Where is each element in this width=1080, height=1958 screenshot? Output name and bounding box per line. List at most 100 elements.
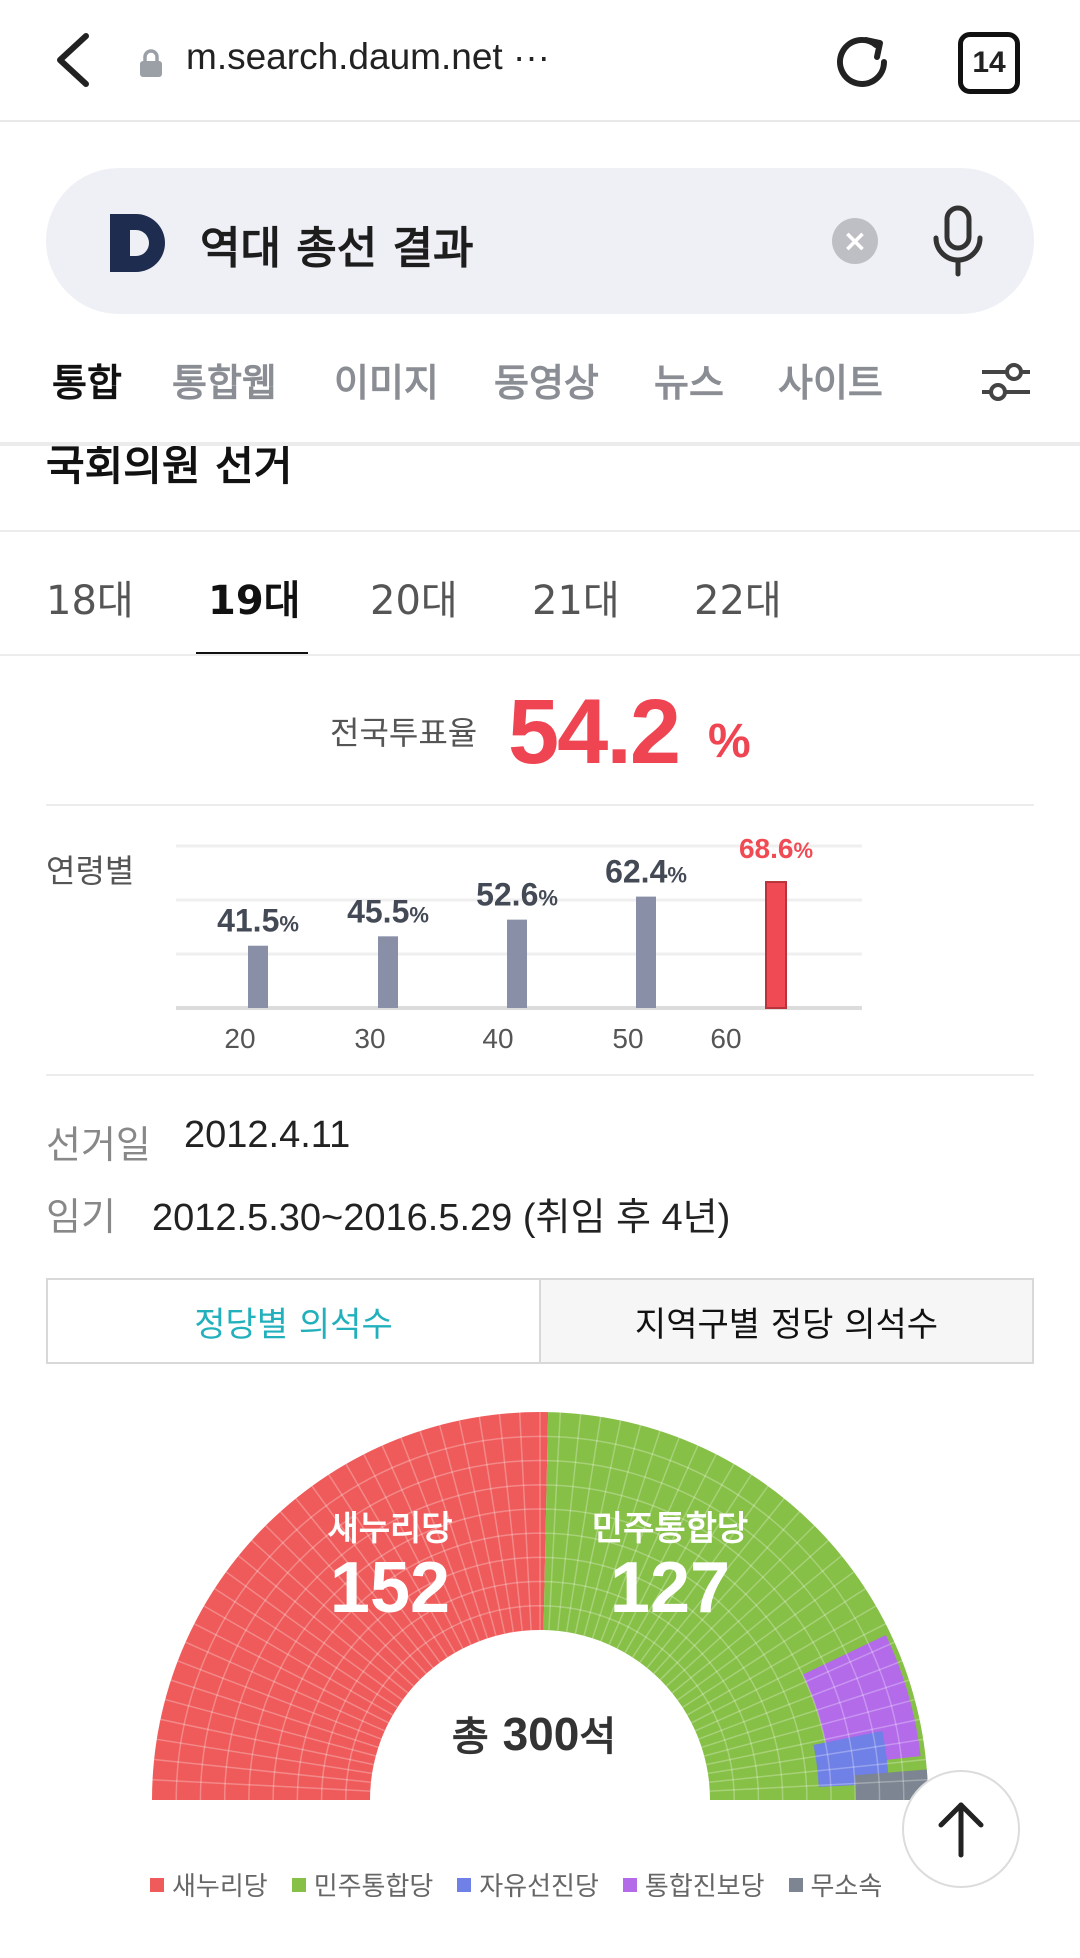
search-box[interactable]: 역대 총선 결과 ×: [46, 168, 1034, 314]
tab-sites[interactable]: 사이트: [778, 361, 883, 405]
seat-grid-spoke: [591, 1430, 661, 1639]
seat-grid-spoke: [203, 1605, 394, 1716]
term-value: 2012.5.30~2016.5.29 (취임 후 4년): [152, 1197, 731, 1239]
age-bar-value-60: 68.6%: [739, 833, 813, 864]
age-bar-50: [636, 896, 656, 1008]
lock-icon: [140, 49, 162, 77]
mic-icon[interactable]: [928, 204, 988, 280]
seat-grid-spoke: [665, 1539, 829, 1687]
total-value: 300: [503, 1708, 580, 1760]
age-bar-20: [248, 945, 268, 1008]
seat-grid-spoke: [557, 1414, 582, 1632]
active-tab-indicator: [196, 652, 308, 655]
seat-grid-spoke: [631, 1474, 752, 1658]
seat-grid-spoke: [583, 1425, 642, 1636]
seat-block-4: [854, 1769, 928, 1800]
category-tabs: 통합 통합웹 이미지 동영상 뉴스 사이트: [0, 340, 1080, 444]
seat-grid-spoke: [701, 1679, 910, 1749]
tab-videos[interactable]: 동영상: [494, 361, 599, 405]
seat-grid-spoke: [154, 1758, 372, 1783]
search-query[interactable]: 역대 총선 결과: [200, 223, 474, 274]
legend-swatch: [788, 1877, 803, 1892]
party-seats-saenuri: 152: [330, 1548, 450, 1628]
tab-integrated[interactable]: 통합: [52, 361, 122, 405]
party-label-democratic: 민주통합당: [592, 1509, 748, 1549]
election-date-value: 2012.4.11: [184, 1114, 351, 1156]
seat-grid-spoke: [498, 1414, 523, 1632]
legend-item: 자유선진당: [457, 1866, 599, 1903]
seat-grid-spoke: [709, 1778, 928, 1792]
seat-grid-spoke: [165, 1698, 376, 1757]
seat-grid-spoke: [686, 1605, 877, 1716]
daum-logo-icon: [110, 214, 165, 272]
scroll-to-top-button[interactable]: [902, 1770, 1020, 1888]
seat-grid-spoke: [694, 1641, 895, 1732]
reload-icon[interactable]: [830, 28, 898, 96]
back-arrow-icon[interactable]: [48, 30, 98, 90]
legend-swatch: [291, 1877, 306, 1892]
seat-grid-spoke: [363, 1453, 464, 1649]
filter-settings-icon[interactable]: [978, 354, 1034, 410]
tab-election-22[interactable]: 22대: [694, 578, 782, 624]
seat-grid-spoke: [608, 1445, 699, 1646]
seat-grid-spoke: [682, 1588, 866, 1709]
seat-grid-spoke: [438, 1425, 497, 1636]
seat-grid-spoke: [548, 1412, 562, 1631]
clear-icon[interactable]: ×: [832, 218, 878, 264]
party-seats-democratic: 127: [610, 1548, 730, 1628]
tab-images[interactable]: 이미지: [334, 361, 439, 405]
seat-grid-spoke: [381, 1445, 472, 1646]
seats-by-district-button[interactable]: 지역구별 정당 의석수: [541, 1280, 1032, 1362]
seat-grid-spoke: [478, 1416, 515, 1633]
seat-grid-spoke: [518, 1412, 532, 1631]
seat-grid-ring: [175, 1435, 905, 1801]
seat-grid-spoke: [251, 1539, 415, 1687]
tab-news[interactable]: 뉴스: [654, 361, 724, 405]
election-date-label: 선거일: [46, 1123, 151, 1167]
seat-grid-spoke: [565, 1416, 602, 1633]
seat-grid-spoke: [156, 1738, 373, 1775]
divider: [0, 444, 1080, 446]
seat-grid-spoke: [659, 1525, 815, 1681]
total-prefix: 총: [452, 1714, 489, 1760]
seat-grid-spoke: [225, 1571, 403, 1701]
age-bar-40: [507, 919, 527, 1008]
seat-grid-spoke: [237, 1555, 409, 1694]
tab-election-21[interactable]: 21대: [532, 578, 620, 624]
seat-block-3: [802, 1635, 921, 1767]
seat-grid-spoke: [311, 1485, 441, 1663]
tab-election-18[interactable]: 18대: [46, 578, 134, 624]
seat-grid-spoke: [646, 1497, 785, 1669]
term-label: 임기: [46, 1195, 116, 1239]
url-text[interactable]: m.search.daum.net ···: [186, 36, 550, 78]
seat-grid-spoke: [152, 1778, 371, 1792]
legend-item: 민주통합당: [291, 1866, 433, 1903]
seat-grid-ring: [345, 1605, 735, 1801]
seat-grid-spoke: [677, 1571, 855, 1701]
tab-election-20[interactable]: 20대: [370, 578, 458, 624]
age-group-label: 연령별: [46, 852, 135, 890]
turnout-value: 54.2: [508, 681, 681, 783]
tab-election-19[interactable]: 19대: [208, 578, 301, 624]
seat-grid-ring: [248, 1508, 832, 1801]
legend-swatch: [150, 1877, 164, 1892]
seat-grid-spoke: [328, 1474, 449, 1658]
url-host: m.search.daum.net: [186, 36, 503, 77]
divider: [46, 1074, 1034, 1076]
arrow-up-icon: [938, 1802, 984, 1858]
seat-grid-spoke: [193, 1623, 389, 1724]
seat-grid-spoke: [698, 1660, 903, 1740]
seat-grid-spoke: [704, 1698, 915, 1757]
total-seats: 총 300석: [452, 1708, 616, 1760]
seat-grid-ring: [223, 1484, 857, 1801]
seats-by-party-button[interactable]: 정당별 의석수: [48, 1280, 541, 1362]
seat-grid-spoke: [265, 1525, 421, 1681]
seat-grid-spoke: [160, 1718, 374, 1766]
tab-count-button[interactable]: 14: [958, 32, 1020, 94]
legend-label: 무소속: [810, 1872, 883, 1902]
seat-grid-spoke: [279, 1511, 427, 1675]
seat-grid-spoke: [616, 1453, 717, 1649]
tab-integrated-web[interactable]: 통합웹: [172, 361, 277, 405]
age-bar-30: [378, 936, 398, 1008]
seat-grid-spoke: [600, 1437, 680, 1642]
